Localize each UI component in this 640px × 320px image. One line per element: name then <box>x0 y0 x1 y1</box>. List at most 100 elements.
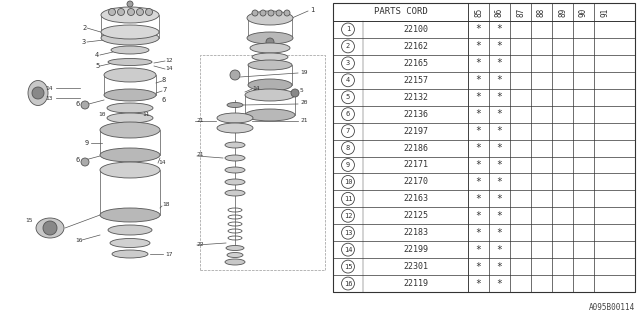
Text: *: * <box>476 109 481 119</box>
Ellipse shape <box>100 208 160 222</box>
Ellipse shape <box>225 167 245 173</box>
Ellipse shape <box>245 109 295 121</box>
Ellipse shape <box>252 53 288 61</box>
Text: 22132: 22132 <box>403 93 428 102</box>
Text: 87: 87 <box>516 7 525 17</box>
Circle shape <box>260 10 266 16</box>
Text: 22165: 22165 <box>403 59 428 68</box>
Text: 10: 10 <box>344 179 352 185</box>
Text: *: * <box>497 92 502 102</box>
Circle shape <box>252 10 258 16</box>
Bar <box>333 3 635 292</box>
Text: 5: 5 <box>300 87 304 92</box>
Text: 2: 2 <box>346 44 350 49</box>
Circle shape <box>32 87 44 99</box>
Text: 22183: 22183 <box>403 228 428 237</box>
Text: 7: 7 <box>346 128 350 134</box>
Circle shape <box>127 9 134 15</box>
Text: 11: 11 <box>344 196 352 202</box>
Text: 5: 5 <box>95 63 99 69</box>
Text: 14: 14 <box>165 66 173 70</box>
Circle shape <box>268 10 274 16</box>
Ellipse shape <box>217 123 253 133</box>
Text: 1: 1 <box>346 27 350 32</box>
Text: 16: 16 <box>344 281 352 286</box>
Text: 3: 3 <box>82 39 86 45</box>
Text: 22125: 22125 <box>403 211 428 220</box>
Text: 91: 91 <box>600 7 609 17</box>
Ellipse shape <box>101 25 159 39</box>
Text: 9: 9 <box>346 162 350 168</box>
Ellipse shape <box>247 32 293 44</box>
Circle shape <box>136 9 143 15</box>
Text: 8: 8 <box>162 77 166 83</box>
Text: 13: 13 <box>344 230 352 236</box>
Text: 2: 2 <box>82 25 86 31</box>
Text: 19: 19 <box>300 69 307 75</box>
Ellipse shape <box>248 60 292 70</box>
Text: 22157: 22157 <box>403 76 428 85</box>
Text: *: * <box>476 75 481 85</box>
Ellipse shape <box>104 89 156 101</box>
Text: *: * <box>497 278 502 289</box>
Text: 13: 13 <box>45 95 52 100</box>
Text: *: * <box>476 245 481 255</box>
Text: 18: 18 <box>162 203 170 207</box>
Ellipse shape <box>104 68 156 82</box>
Text: *: * <box>497 245 502 255</box>
Text: 11: 11 <box>142 113 150 117</box>
Ellipse shape <box>107 103 153 113</box>
Ellipse shape <box>227 252 243 258</box>
Ellipse shape <box>111 46 149 54</box>
Ellipse shape <box>100 148 160 162</box>
Text: *: * <box>476 41 481 52</box>
Text: 12: 12 <box>344 213 352 219</box>
Text: 14: 14 <box>252 85 259 91</box>
Text: 22170: 22170 <box>403 177 428 187</box>
Ellipse shape <box>101 31 159 45</box>
Ellipse shape <box>110 238 150 247</box>
Circle shape <box>266 38 274 46</box>
Text: 14: 14 <box>158 159 166 164</box>
Ellipse shape <box>225 259 245 265</box>
Text: *: * <box>476 278 481 289</box>
Text: *: * <box>497 24 502 35</box>
Ellipse shape <box>107 113 153 123</box>
Text: 16: 16 <box>75 237 83 243</box>
Text: *: * <box>497 75 502 85</box>
Text: 88: 88 <box>537 7 546 17</box>
Text: 89: 89 <box>558 7 567 17</box>
Text: *: * <box>476 211 481 221</box>
Text: 6: 6 <box>75 101 79 107</box>
Text: 15: 15 <box>344 264 352 269</box>
Ellipse shape <box>101 7 159 23</box>
Ellipse shape <box>226 245 244 251</box>
Text: 22162: 22162 <box>403 42 428 51</box>
Text: 22163: 22163 <box>403 194 428 203</box>
Text: *: * <box>497 109 502 119</box>
Text: 15: 15 <box>25 218 33 222</box>
Text: *: * <box>497 194 502 204</box>
Text: *: * <box>497 41 502 52</box>
Text: *: * <box>476 228 481 238</box>
Text: 4: 4 <box>346 77 350 83</box>
Circle shape <box>291 89 299 97</box>
Text: A095B00114: A095B00114 <box>589 303 635 312</box>
Ellipse shape <box>247 11 293 25</box>
Text: PARTS CORD: PARTS CORD <box>374 7 428 17</box>
Text: *: * <box>476 160 481 170</box>
Text: 21: 21 <box>196 153 204 157</box>
Text: *: * <box>497 211 502 221</box>
Text: 22171: 22171 <box>403 160 428 170</box>
Text: *: * <box>497 58 502 68</box>
Text: *: * <box>476 177 481 187</box>
Ellipse shape <box>250 43 290 53</box>
Ellipse shape <box>248 79 292 91</box>
Circle shape <box>230 70 240 80</box>
Text: *: * <box>476 92 481 102</box>
Circle shape <box>109 9 115 15</box>
Text: 90: 90 <box>579 7 588 17</box>
Text: 3: 3 <box>346 60 350 66</box>
Text: 20: 20 <box>300 100 307 106</box>
Text: 22301: 22301 <box>403 262 428 271</box>
